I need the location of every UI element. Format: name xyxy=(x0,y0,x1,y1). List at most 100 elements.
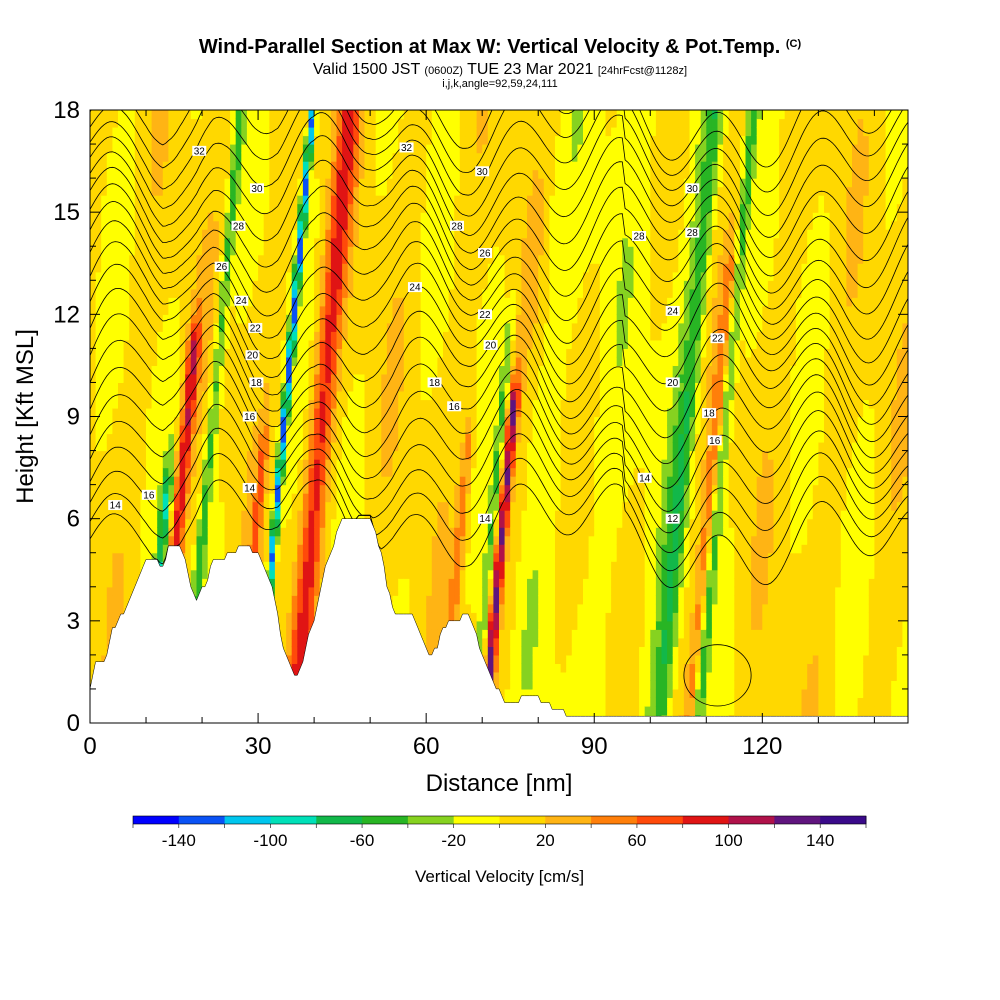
field-cell xyxy=(202,229,209,239)
field-cell xyxy=(202,212,209,222)
field-cell xyxy=(297,425,304,435)
field-cell xyxy=(364,501,371,511)
field-cell xyxy=(218,484,226,494)
field-cell xyxy=(314,331,321,341)
field-cell xyxy=(426,620,433,630)
field-cell xyxy=(353,178,360,188)
field-cell xyxy=(90,467,97,477)
field-cell xyxy=(347,399,354,409)
field-cell xyxy=(386,271,394,281)
field-cell xyxy=(308,161,315,171)
field-cell xyxy=(420,271,427,281)
field-cell xyxy=(336,237,343,247)
field-cell xyxy=(358,144,366,154)
field-cell xyxy=(454,544,461,554)
field-cell xyxy=(454,459,461,469)
field-cell xyxy=(207,280,214,290)
field-cell xyxy=(118,569,125,579)
field-cell xyxy=(106,450,113,460)
field-cell xyxy=(398,391,405,401)
field-cell xyxy=(151,254,158,264)
field-cell xyxy=(151,433,158,443)
field-cell xyxy=(415,518,422,528)
field-cell xyxy=(252,450,259,460)
field-cell xyxy=(448,152,455,162)
field-cell xyxy=(179,144,186,154)
field-cell xyxy=(196,220,203,230)
field-cell xyxy=(258,297,265,307)
field-cell xyxy=(218,178,226,188)
field-cell xyxy=(235,144,242,154)
field-cell xyxy=(213,280,220,290)
field-cell xyxy=(235,501,242,511)
field-cell xyxy=(213,467,220,477)
field-cell xyxy=(218,459,226,469)
field-cell xyxy=(325,297,332,307)
field-cell xyxy=(112,348,119,358)
field-cell xyxy=(123,433,130,443)
field-cell xyxy=(465,178,472,188)
field-cell xyxy=(319,331,326,341)
field-cell xyxy=(375,254,382,264)
field-cell xyxy=(302,314,310,324)
field-cell xyxy=(386,408,394,418)
field-cell xyxy=(106,288,113,298)
field-cell xyxy=(213,535,220,545)
field-cell xyxy=(454,246,461,256)
field-cell xyxy=(101,237,108,247)
field-cell xyxy=(325,127,332,137)
field-cell xyxy=(106,586,113,596)
field-cell xyxy=(185,229,192,239)
field-cell xyxy=(123,442,130,452)
field-cell xyxy=(308,467,315,477)
field-cell xyxy=(179,152,186,162)
field-cell xyxy=(146,246,153,256)
field-cell xyxy=(241,433,248,443)
field-cell xyxy=(353,305,360,315)
field-cell xyxy=(280,467,287,477)
field-cell xyxy=(459,212,466,222)
field-cell xyxy=(235,348,242,358)
field-cell xyxy=(95,620,102,630)
field-cell xyxy=(358,484,366,494)
field-cell xyxy=(168,518,175,528)
field-cell xyxy=(230,391,237,401)
field-cell xyxy=(129,416,136,426)
field-cell xyxy=(274,425,282,435)
field-cell xyxy=(398,305,405,315)
field-cell xyxy=(347,118,354,128)
field-cell xyxy=(252,110,259,120)
field-cell xyxy=(358,254,366,264)
field-cell xyxy=(465,493,472,503)
field-cell xyxy=(235,305,242,315)
field-cell xyxy=(101,654,108,664)
field-cell xyxy=(415,135,422,145)
field-cell xyxy=(274,322,282,332)
field-cell xyxy=(314,450,321,460)
field-cell xyxy=(386,144,394,154)
field-cell xyxy=(101,416,108,426)
field-cell xyxy=(213,246,220,256)
field-cell xyxy=(308,322,315,332)
field-cell xyxy=(465,399,472,409)
field-cell xyxy=(342,195,349,205)
field-cell xyxy=(179,246,186,256)
field-cell xyxy=(431,314,438,324)
field-cell xyxy=(106,603,113,613)
field-cell xyxy=(358,467,366,477)
field-cell xyxy=(403,442,410,452)
field-cell xyxy=(218,391,226,401)
field-cell xyxy=(190,280,197,290)
field-cell xyxy=(151,314,158,324)
field-cell xyxy=(168,425,175,435)
field-cell xyxy=(336,220,343,230)
field-cell xyxy=(157,246,164,256)
field-cell xyxy=(280,391,287,401)
field-cell xyxy=(381,297,388,307)
field-cell xyxy=(129,220,136,230)
field-cell xyxy=(179,305,186,315)
field-cell xyxy=(330,331,338,341)
field-cell xyxy=(358,391,366,401)
field-cell xyxy=(196,484,203,494)
field-cell xyxy=(437,339,444,349)
